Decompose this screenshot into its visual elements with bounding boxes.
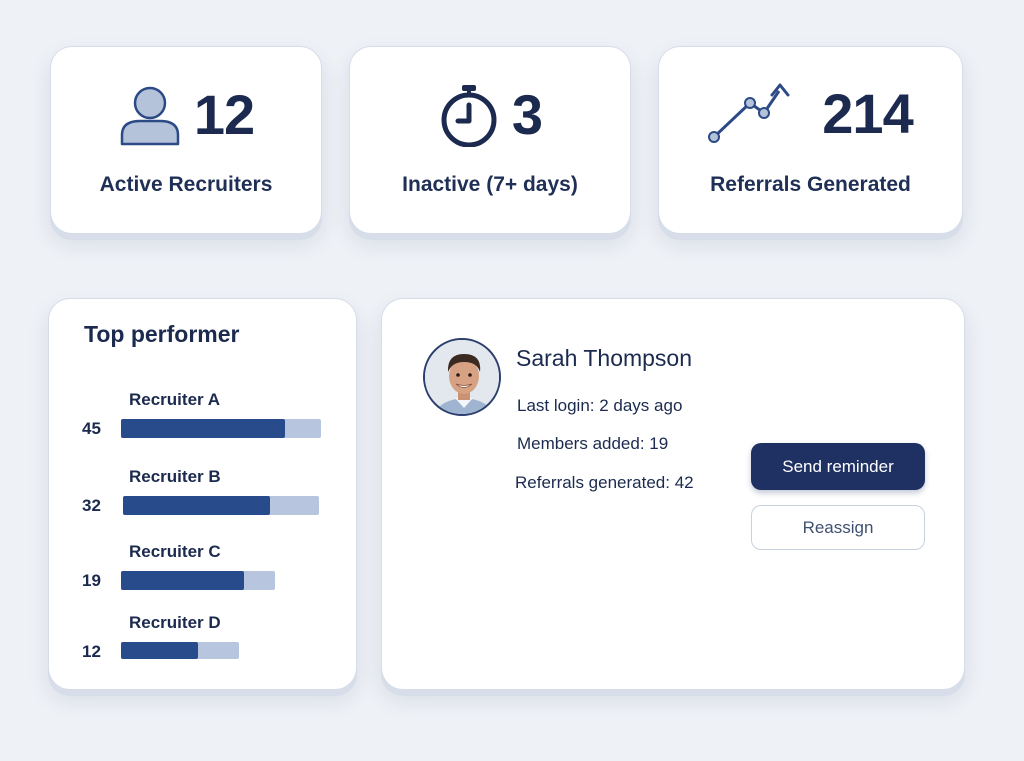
referrals-generated-text: Referrals generated: 42	[515, 473, 694, 492]
stat-row: 12	[51, 83, 321, 147]
performer-bar-track	[121, 419, 321, 438]
reassign-button[interactable]: Reassign	[751, 505, 925, 550]
performer-row[interactable]: Recruiter D 12	[49, 613, 358, 673]
performer-bar-fill	[121, 642, 198, 659]
performer-bar-fill	[121, 419, 285, 438]
performer-bar-fill	[121, 571, 245, 590]
performer-row[interactable]: Recruiter C 19	[49, 542, 358, 602]
performer-name: Recruiter B	[129, 467, 221, 486]
performer-name: Recruiter A	[129, 390, 221, 409]
referrals-generated-card: 214 Referrals Generated	[658, 46, 963, 234]
recruiter-profile-card: Sarah Thompson Last login: 2 days ago Me…	[381, 298, 965, 690]
top-performer-title: Top performer	[84, 321, 240, 347]
performer-row[interactable]: Recruiter B 32	[49, 467, 358, 527]
send-reminder-button[interactable]: Send reminder	[751, 443, 925, 490]
stat-row: 214	[659, 83, 962, 145]
trend-up-icon	[708, 83, 800, 145]
last-login-text: Last login: 2 days ago	[517, 396, 683, 415]
performer-bar-track	[123, 496, 319, 515]
performer-value: 12	[82, 642, 101, 661]
stat-label: Inactive (7+ days)	[402, 173, 578, 196]
stat-value: 214	[822, 82, 913, 145]
user-icon	[118, 83, 182, 147]
performer-bar-fill	[123, 496, 270, 515]
inactive-recruiters-card: 3 Inactive (7+ days)	[349, 46, 631, 234]
members-added-text: Members added: 19	[517, 434, 669, 453]
performer-name: Recruiter C	[129, 542, 221, 561]
performer-value: 45	[82, 419, 101, 438]
top-performer-card: Top performer Recruiter A 45 Recruiter B…	[48, 298, 357, 690]
stopwatch-icon	[438, 83, 500, 147]
performer-value: 19	[82, 571, 101, 590]
avatar	[423, 338, 501, 416]
stat-label: Referrals Generated	[710, 173, 911, 196]
performer-name: Recruiter D	[129, 613, 221, 632]
performer-row[interactable]: Recruiter A 45	[49, 390, 358, 450]
recruiter-name: Sarah Thompson	[516, 345, 693, 371]
stat-row: 3	[350, 83, 630, 147]
stat-value: 3	[511, 83, 543, 146]
stat-label: Active Recruiters	[99, 173, 273, 196]
active-recruiters-card: 12 Active Recruiters	[50, 46, 322, 234]
stat-value: 12	[193, 83, 255, 146]
performer-value: 32	[82, 496, 101, 515]
performer-bar-track	[121, 642, 239, 659]
performer-bar-track	[121, 571, 275, 590]
